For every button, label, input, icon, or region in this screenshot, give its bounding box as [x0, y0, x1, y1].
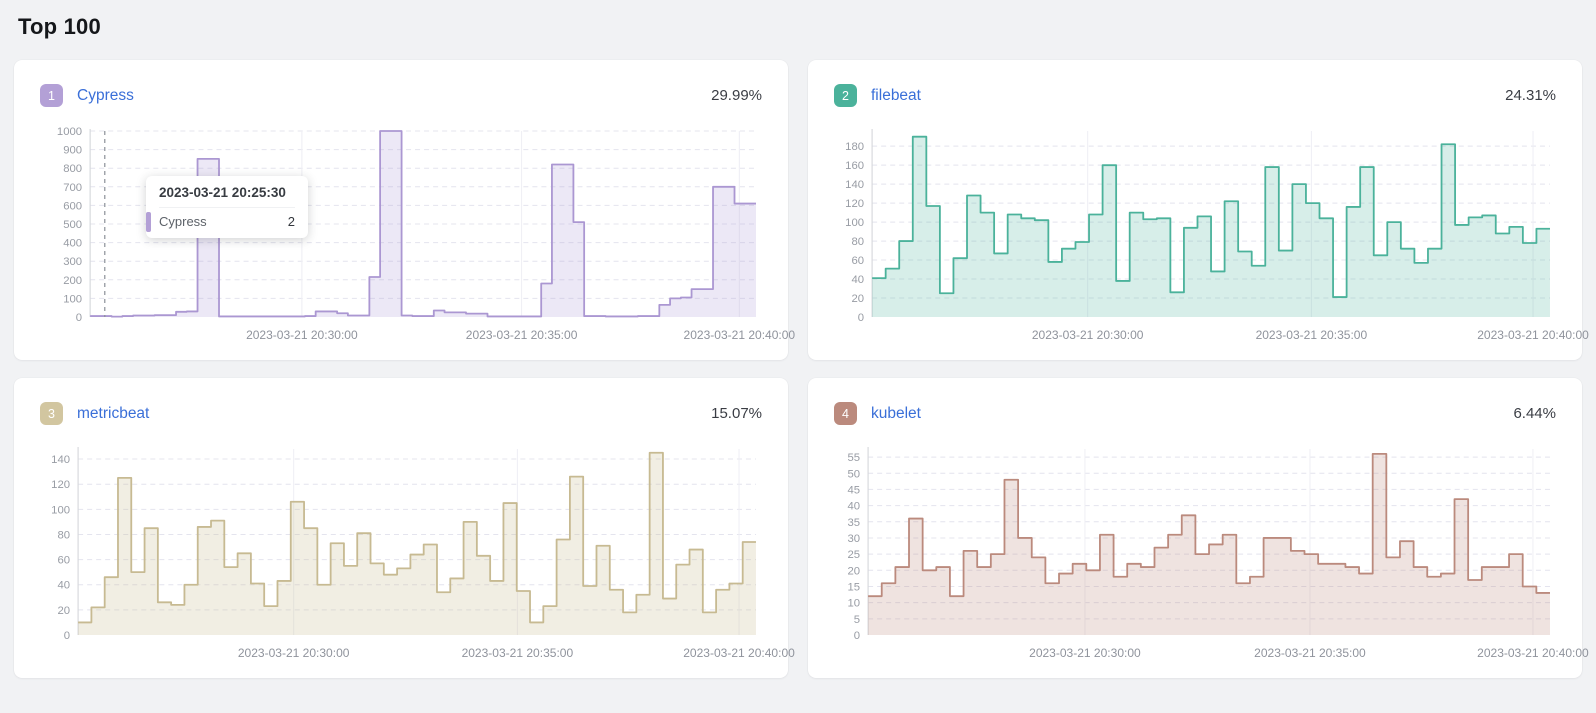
svg-text:2023-03-21 20:40:00: 2023-03-21 20:40:00	[684, 328, 796, 342]
svg-text:50: 50	[847, 468, 860, 480]
svg-text:2023-03-21 20:30:00: 2023-03-21 20:30:00	[238, 646, 350, 660]
series-link-metricbeat[interactable]: metricbeat	[77, 404, 150, 422]
chart-card-metricbeat: 3 metricbeat 15.07% 0 20 40 60 80 100 120 140 20…	[14, 378, 795, 678]
svg-text:400: 400	[63, 238, 82, 250]
svg-text:2023-03-21 20:40:00: 2023-03-21 20:40:00	[1477, 646, 1589, 660]
svg-text:120: 120	[845, 198, 864, 210]
svg-text:2023-03-21 20:35:00: 2023-03-21 20:35:00	[1256, 328, 1368, 342]
svg-text:45: 45	[847, 484, 860, 496]
chart-card-cypress: 1 Cypress 29.99% 0 100 200 300 400 500 600 700 8…	[14, 60, 796, 360]
rank-badge: 2	[834, 84, 857, 107]
svg-text:2023-03-21 20:30:00: 2023-03-21 20:30:00	[1032, 328, 1144, 342]
svg-text:80: 80	[851, 236, 864, 248]
svg-text:15: 15	[847, 581, 860, 593]
page-title: Top 100	[18, 14, 101, 39]
svg-text:40: 40	[57, 580, 70, 592]
chart-area-kubelet[interactable]: 0 5 10 15 20 25 30 35 40 45 50 55 2023-03-21 20:30:0…	[834, 437, 1589, 677]
series-link-cypress[interactable]: Cypress	[77, 86, 134, 104]
card-header: 3 metricbeat 15.07%	[40, 402, 762, 425]
svg-text:40: 40	[851, 274, 864, 286]
svg-text:10: 10	[847, 598, 860, 610]
svg-text:0: 0	[76, 312, 82, 324]
svg-text:500: 500	[63, 219, 82, 231]
svg-text:25: 25	[847, 549, 860, 561]
svg-text:0: 0	[854, 630, 860, 642]
svg-text:0: 0	[858, 312, 864, 324]
svg-text:100: 100	[51, 504, 70, 516]
chart-area-cypress[interactable]: 0 100 200 300 400 500 600 700 800 900 1000 2023-03-…	[40, 119, 796, 359]
svg-text:160: 160	[845, 160, 864, 172]
svg-text:120: 120	[51, 479, 70, 491]
svg-text:80: 80	[57, 529, 70, 541]
rank-badge: 4	[834, 402, 857, 425]
percent-value: 24.31%	[1505, 87, 1556, 104]
svg-text:2023-03-21 20:40:00: 2023-03-21 20:40:00	[683, 646, 795, 660]
svg-text:2023-03-21 20:30:00: 2023-03-21 20:30:00	[1029, 646, 1141, 660]
svg-text:2023-03-21 20:35:00: 2023-03-21 20:35:00	[462, 646, 574, 660]
svg-text:2023-03-21 20:35:00: 2023-03-21 20:35:00	[466, 328, 578, 342]
series-link-filebeat[interactable]: filebeat	[871, 86, 921, 104]
svg-text:800: 800	[63, 163, 82, 175]
svg-text:30: 30	[847, 533, 860, 545]
rank-badge: 1	[40, 84, 63, 107]
percent-value: 15.07%	[711, 405, 762, 422]
series-link-kubelet[interactable]: kubelet	[871, 404, 921, 422]
svg-text:600: 600	[63, 200, 82, 212]
top100-card-grid: 1 Cypress 29.99% 0 100 200 300 400 500 600 700 8…	[14, 60, 1589, 678]
rank-badge: 3	[40, 402, 63, 425]
svg-text:140: 140	[51, 454, 70, 466]
card-header: 4 kubelet 6.44%	[834, 402, 1556, 425]
card-header: 2 filebeat 24.31%	[834, 84, 1556, 107]
svg-text:20: 20	[57, 605, 70, 617]
chart-area-metricbeat[interactable]: 0 20 40 60 80 100 120 140 2023-03-21 20:30:00 202…	[40, 437, 795, 677]
svg-text:2023-03-21 20:30:00: 2023-03-21 20:30:00	[246, 328, 358, 342]
svg-text:100: 100	[845, 217, 864, 229]
svg-text:35: 35	[847, 517, 860, 529]
svg-text:900: 900	[63, 145, 82, 157]
svg-text:140: 140	[845, 179, 864, 191]
svg-text:60: 60	[851, 255, 864, 267]
svg-text:60: 60	[57, 555, 70, 567]
chart-card-kubelet: 4 kubelet 6.44% 0 5 10 15 20 25 30 35 40 45 50 55 20…	[808, 378, 1589, 678]
svg-text:1000: 1000	[57, 126, 82, 138]
percent-value: 29.99%	[711, 87, 762, 104]
svg-text:2023-03-21 20:40:00: 2023-03-21 20:40:00	[1477, 328, 1589, 342]
svg-text:300: 300	[63, 256, 82, 268]
svg-text:20: 20	[847, 565, 860, 577]
chart-area-filebeat[interactable]: 0 20 40 60 80 100 120 140 160 180 2023-03-21 20:30…	[834, 119, 1589, 359]
dashboard-page: Top 100 1 Cypress 29.99% 0 100 200 300 400 50…	[14, 14, 1589, 678]
svg-text:40: 40	[847, 501, 860, 513]
svg-text:2023-03-21 20:35:00: 2023-03-21 20:35:00	[1254, 646, 1366, 660]
svg-text:20: 20	[851, 293, 864, 305]
svg-text:100: 100	[63, 293, 82, 305]
svg-text:200: 200	[63, 275, 82, 287]
svg-text:180: 180	[845, 141, 864, 153]
svg-text:55: 55	[847, 452, 860, 464]
percent-value: 6.44%	[1513, 405, 1556, 422]
svg-text:5: 5	[854, 614, 860, 626]
chart-card-filebeat: 2 filebeat 24.31% 0 20 40 60 80 100 120 140 160 1…	[808, 60, 1589, 360]
svg-text:0: 0	[64, 630, 70, 642]
svg-text:700: 700	[63, 182, 82, 194]
card-header: 1 Cypress 29.99%	[40, 84, 762, 107]
